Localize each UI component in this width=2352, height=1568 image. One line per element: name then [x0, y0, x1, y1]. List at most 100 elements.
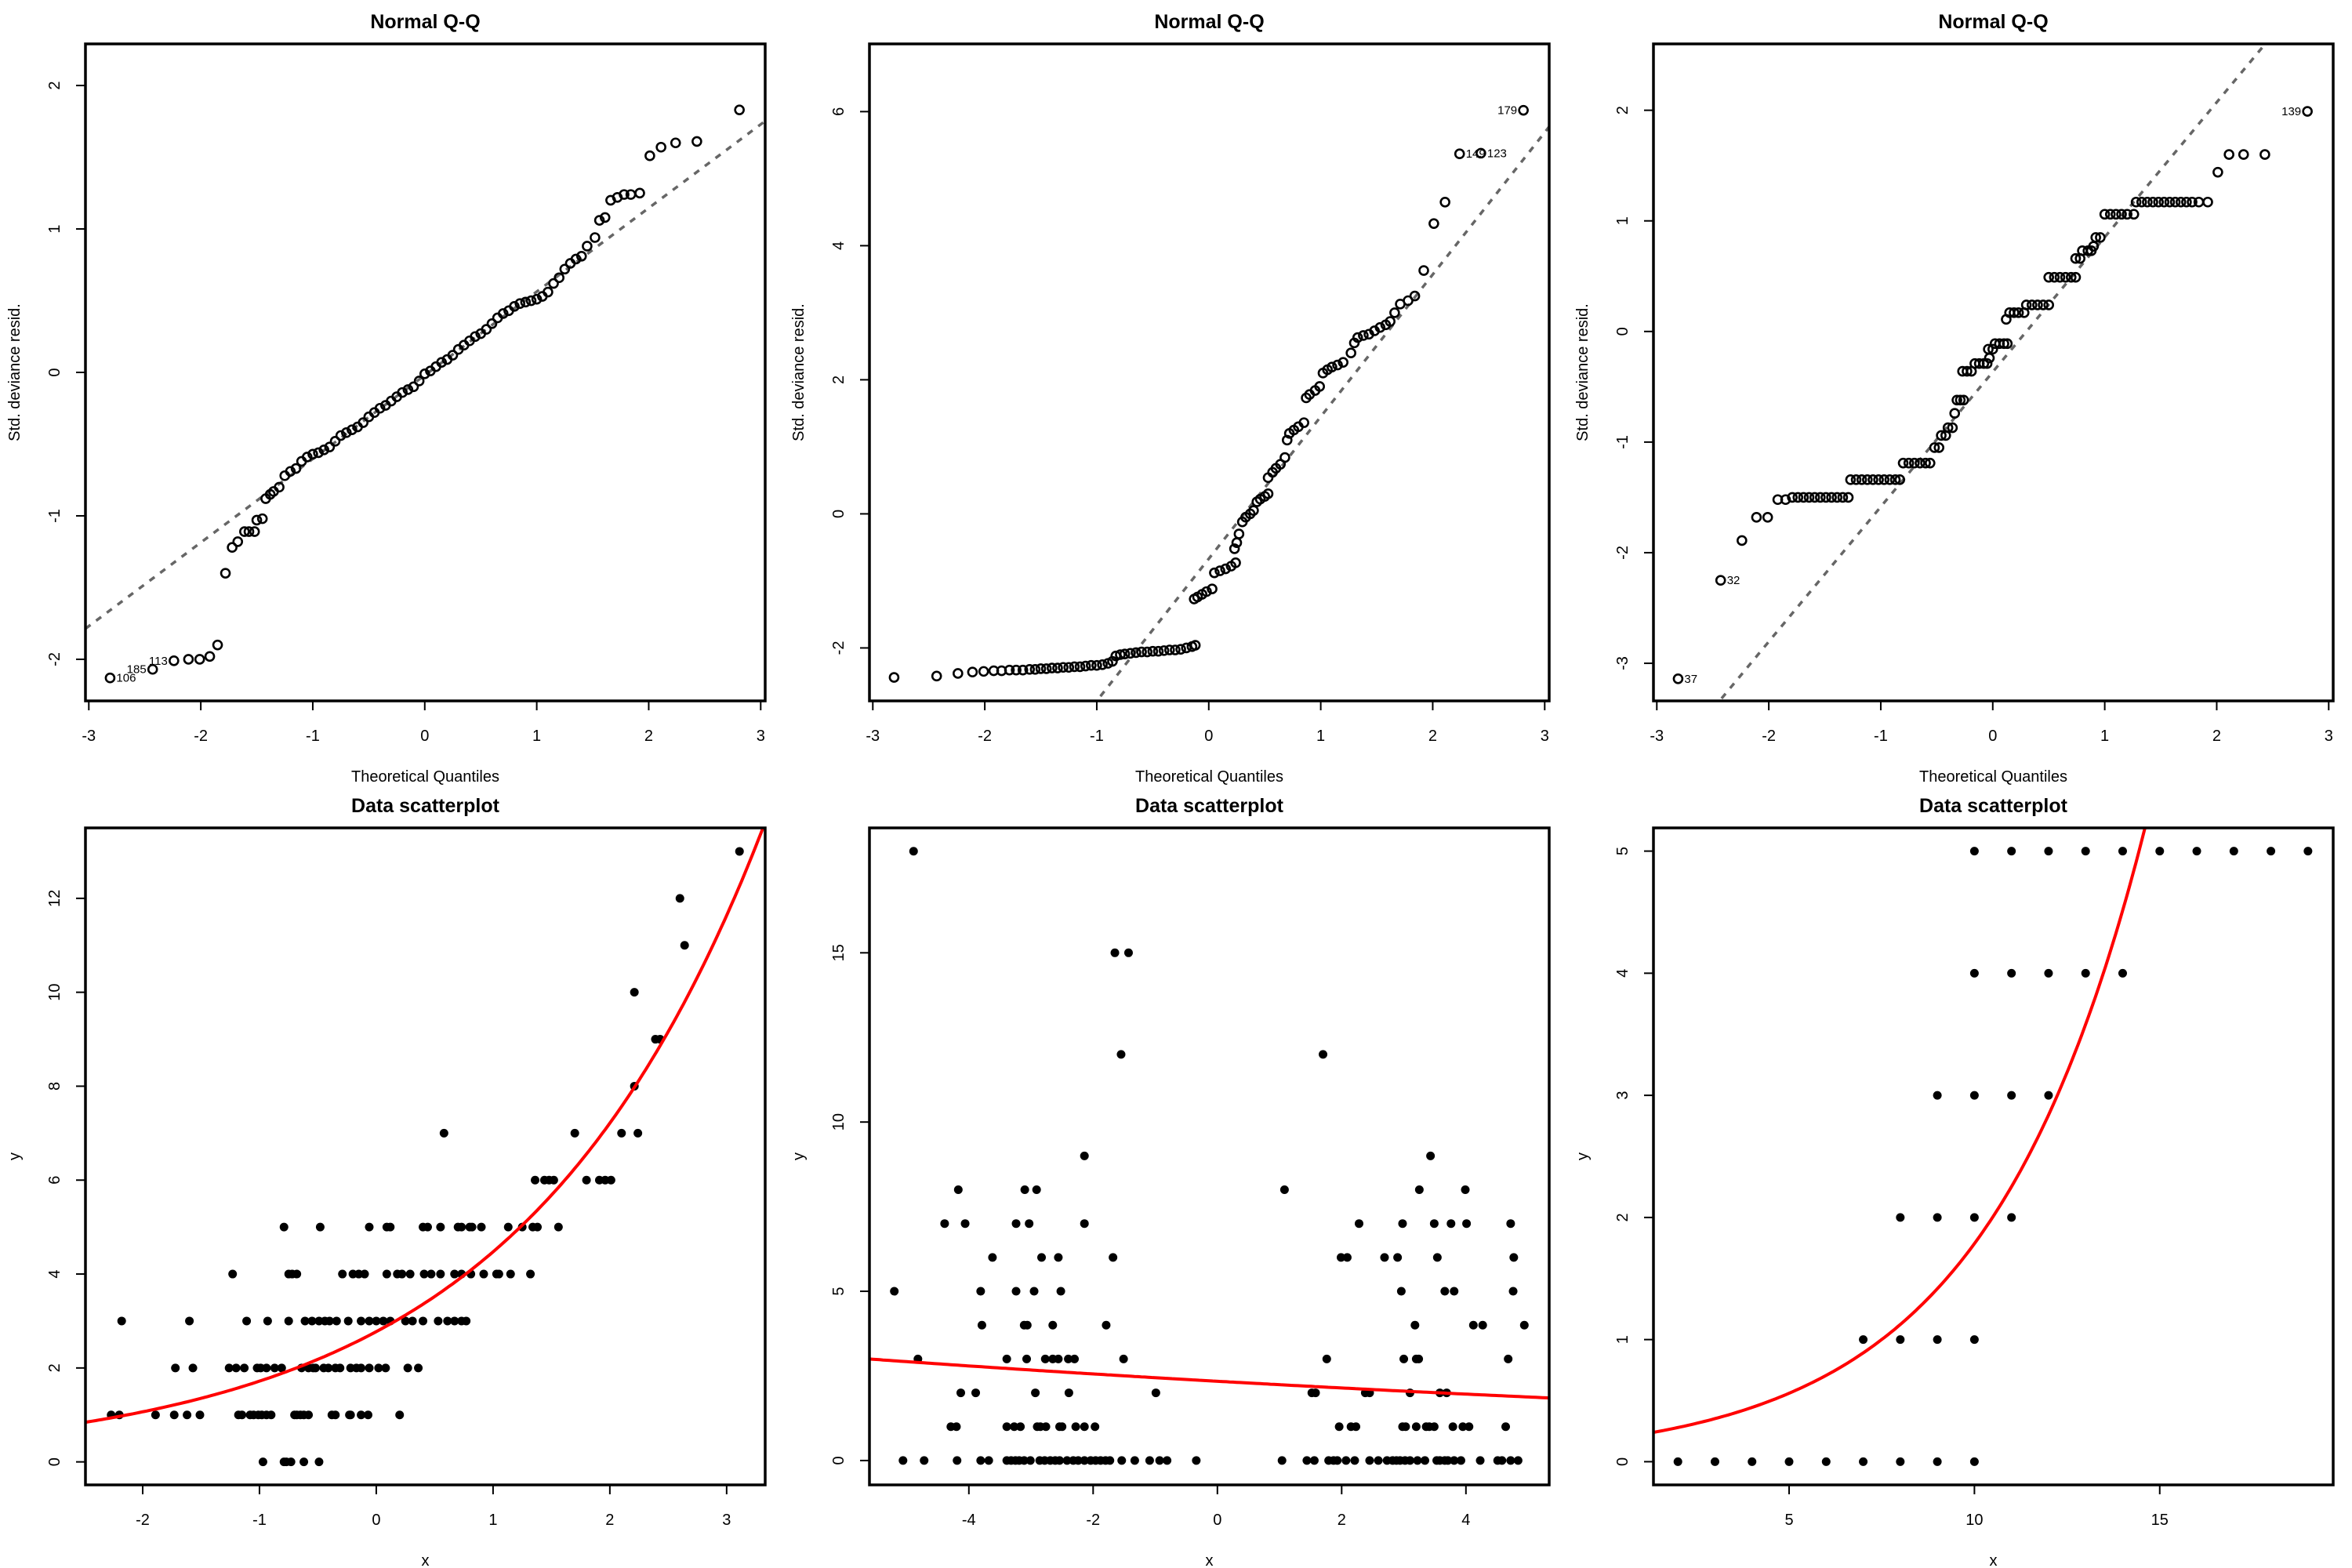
- point-id-label: 179: [1497, 104, 1517, 118]
- data-point: [479, 1269, 488, 1279]
- data-point: [1119, 1354, 1128, 1363]
- qq-point: [1262, 488, 1274, 499]
- x-tick-label: 0: [1204, 728, 1213, 745]
- qq-point: [256, 513, 268, 524]
- data-point: [503, 1222, 513, 1232]
- qq-point: [1715, 575, 1726, 586]
- data-point: [1710, 1457, 1719, 1466]
- data-point: [953, 1456, 962, 1465]
- data-point: [1506, 1456, 1515, 1465]
- qq-point: [1201, 586, 1212, 597]
- data-point: [1109, 1253, 1118, 1262]
- qq-point: [1080, 660, 1091, 672]
- qq-point: [1826, 492, 1837, 503]
- qq-point: [531, 293, 543, 305]
- qq-point: [2259, 149, 2270, 160]
- qq-point: [1097, 659, 1108, 670]
- data-point: [477, 1222, 486, 1232]
- data-point: [1440, 1287, 1450, 1296]
- qq-point: [1207, 583, 1218, 594]
- qq-point: [274, 481, 285, 493]
- data-point: [2303, 847, 2313, 856]
- data-point: [151, 1410, 160, 1420]
- data-point: [898, 1456, 908, 1465]
- data-point: [1110, 948, 1120, 957]
- plot-area: [1653, 828, 2313, 1466]
- qq-point: [2181, 196, 2192, 208]
- x-tick-label: 1: [532, 728, 541, 745]
- qq-point: [1281, 434, 1293, 446]
- data-point: [1354, 1219, 1363, 1229]
- panel-qq-2: Normal Q-Q Theoretical Quantiles Std. devi…: [790, 11, 1551, 786]
- data-point: [1032, 1185, 1041, 1195]
- data-point: [315, 1222, 325, 1232]
- qq-point: [1873, 474, 1884, 485]
- x-tick-label: -1: [1090, 728, 1104, 745]
- qq-point: [358, 417, 369, 428]
- x-tick-label: -3: [82, 728, 96, 745]
- data-point: [1117, 1456, 1127, 1465]
- qq-point: [307, 448, 318, 460]
- x-tick-label: 1: [488, 1512, 497, 1529]
- qq-point: [1809, 492, 1820, 503]
- qq-point: [1981, 358, 1993, 369]
- qq-point: [2187, 196, 2198, 208]
- plot-frame: [84, 42, 767, 702]
- plot-frame: [84, 826, 767, 1486]
- data-point: [1054, 1354, 1063, 1363]
- data-point: [1319, 1050, 1328, 1059]
- qq-point: [1947, 422, 1958, 434]
- data-point: [434, 1316, 443, 1326]
- data-point: [984, 1456, 993, 1465]
- fitted-curve: [1653, 828, 2147, 1434]
- data-point: [735, 847, 744, 856]
- qq-point: [1374, 321, 1386, 333]
- data-point: [2044, 847, 2053, 856]
- data-point: [1411, 1422, 1421, 1432]
- qq-point: [619, 189, 630, 200]
- panel-qq-3: Normal Q-Q Theoretical Quantiles Std. devi…: [1574, 11, 2335, 786]
- qq-point: [2142, 196, 2153, 208]
- data-point: [952, 1422, 961, 1432]
- qq-point: [2302, 106, 2313, 117]
- qq-point: [1091, 659, 1102, 671]
- qq-point: [2038, 299, 2049, 310]
- data-point: [554, 1222, 563, 1232]
- data-point: [1029, 1287, 1039, 1296]
- qq-point: [1867, 474, 1878, 485]
- data-point: [1037, 1253, 1047, 1262]
- qq-point: [644, 150, 655, 162]
- data-point: [1380, 1253, 1389, 1262]
- chart-title: Data scatterplot: [351, 795, 500, 817]
- qq-point: [1845, 474, 1857, 485]
- x-axis-label: x: [1990, 1552, 1998, 1568]
- qq-point: [1058, 662, 1069, 673]
- y-tick-label: 6: [830, 107, 848, 116]
- qq-point: [514, 298, 525, 309]
- data-point: [457, 1222, 466, 1232]
- data-point: [1080, 1456, 1089, 1465]
- qq-point: [1086, 659, 1097, 671]
- data-point: [242, 1316, 252, 1326]
- qq-point: [2054, 271, 2066, 283]
- qq-point: [1856, 474, 1867, 485]
- qq-point: [194, 654, 205, 665]
- qq-point: [212, 639, 223, 651]
- data-point: [224, 1363, 234, 1373]
- y-tick-label: 0: [830, 1456, 848, 1465]
- x-axis-label: Theoretical Quantiles: [351, 768, 499, 786]
- qq-point: [888, 672, 900, 683]
- qq-point: [1170, 644, 1181, 655]
- data-point: [240, 1363, 249, 1373]
- x-tick-label: 1: [2100, 728, 2109, 745]
- qq-point: [978, 666, 989, 677]
- data-point: [1031, 1388, 1040, 1398]
- x-tick-label: 2: [605, 1512, 614, 1529]
- qq-point: [329, 436, 341, 447]
- data-point: [258, 1457, 267, 1467]
- point-id-label: 113: [149, 655, 168, 668]
- data-point: [1056, 1287, 1065, 1296]
- data-point: [1322, 1354, 1331, 1363]
- qq-point: [1920, 457, 1931, 469]
- data-point: [1933, 1091, 1942, 1100]
